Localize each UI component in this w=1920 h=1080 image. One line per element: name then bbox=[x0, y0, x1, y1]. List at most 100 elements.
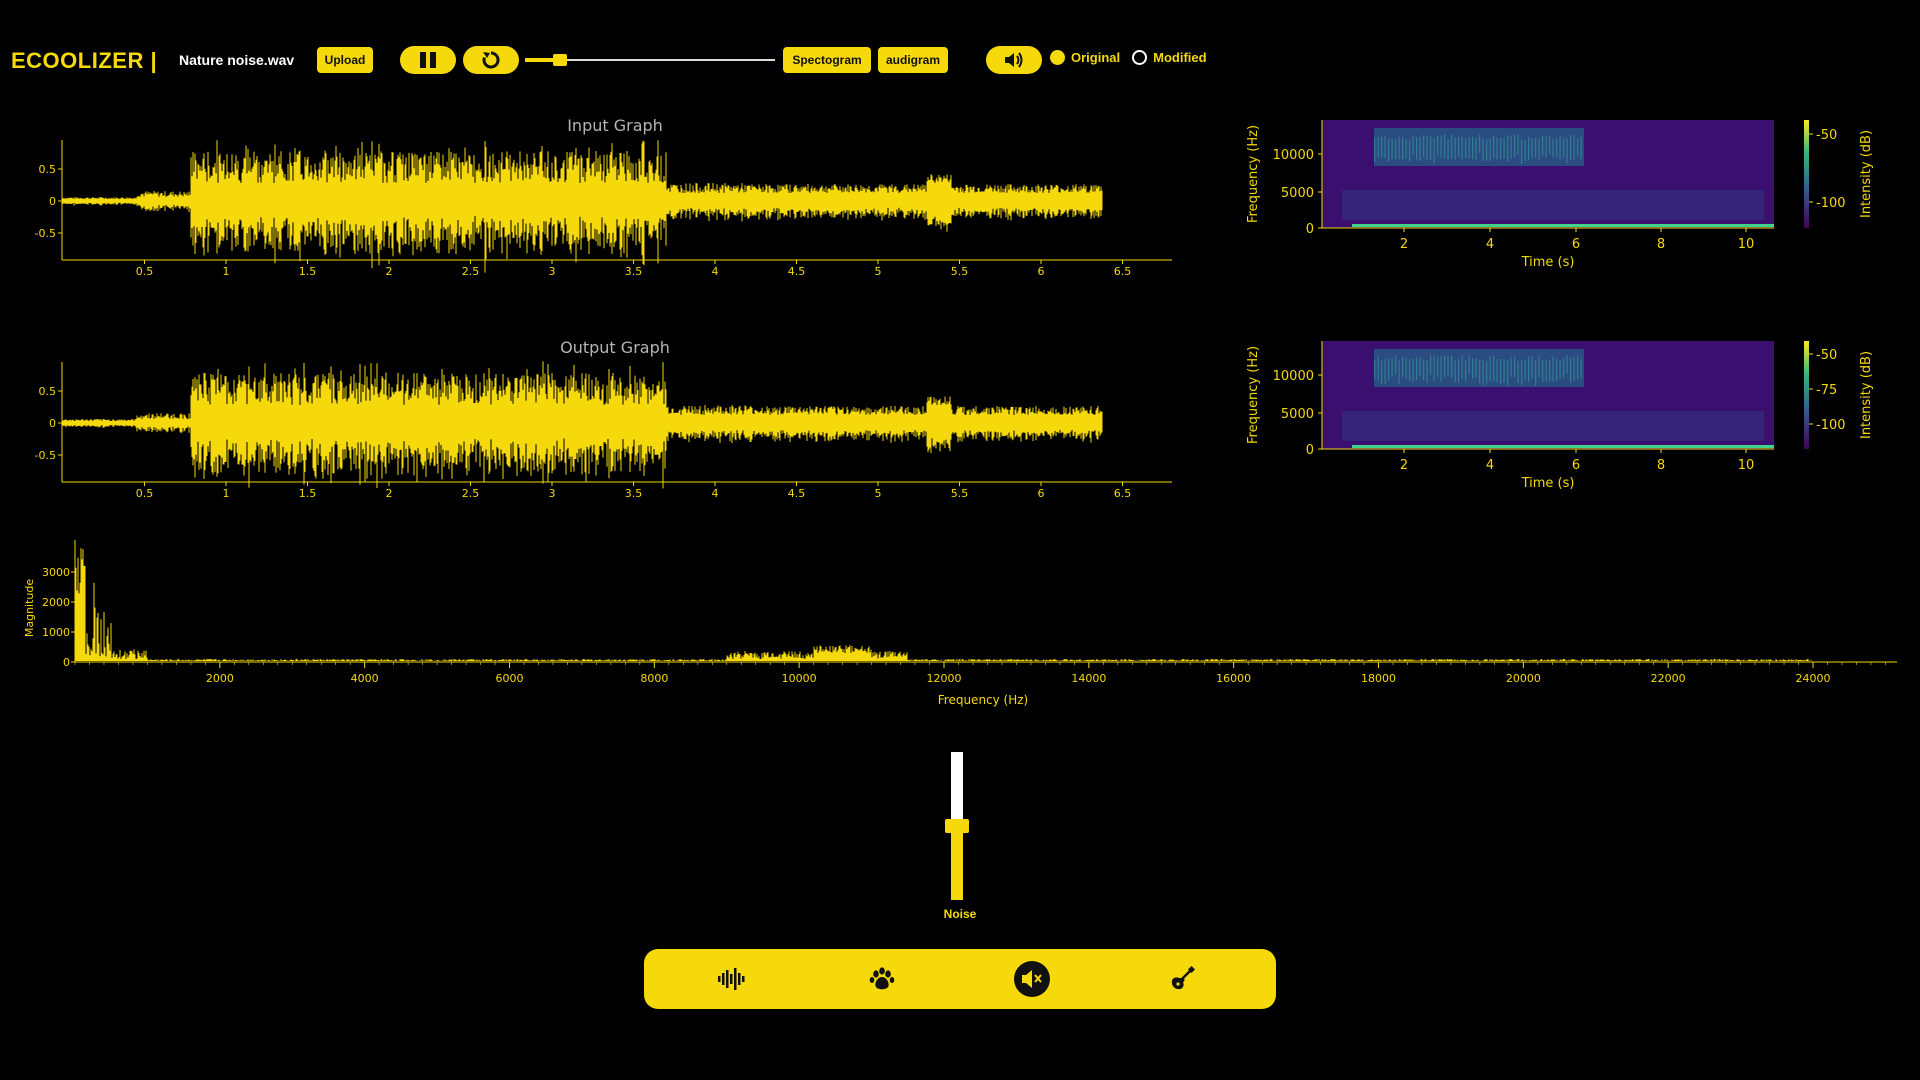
spectrogram-input[interactable]: 10000 5000 0 2 4 6 8 10 Time (s) Frequency (Hz) -5… bbox=[1240, 112, 1880, 282]
freq-y-label: Magnitude bbox=[23, 579, 36, 638]
spec-y-label: Frequency (Hz) bbox=[1246, 125, 1261, 223]
x-tick-label: 4.5 bbox=[788, 487, 806, 500]
freq-x-tick-label: 22000 bbox=[1651, 672, 1686, 685]
colorbar-label: Intensity (dB) bbox=[1859, 130, 1874, 218]
x-tick-label: 5 bbox=[875, 265, 882, 278]
output-waveform bbox=[62, 361, 1103, 489]
x-tick-label: 6 bbox=[1038, 487, 1045, 500]
spec-x-tick-label: 2 bbox=[1400, 237, 1408, 252]
freq-y-tick-label: 2000 bbox=[42, 596, 70, 609]
x-tick-label: 2.5 bbox=[462, 487, 480, 500]
freq-x-tick-label: 2000 bbox=[206, 672, 234, 685]
playback-thumb[interactable] bbox=[553, 54, 567, 66]
freq-x-tick-label: 14000 bbox=[1071, 672, 1106, 685]
spectrogram-button[interactable]: Spectogram bbox=[783, 47, 871, 73]
spec-x-label: Time (s) bbox=[1521, 476, 1575, 491]
freq-x-tick-label: 4000 bbox=[351, 672, 379, 685]
mode-animals-button[interactable] bbox=[864, 961, 900, 997]
signal-choice: Original Modified bbox=[1050, 50, 1207, 65]
colorbar-tick-label: -100 bbox=[1816, 196, 1846, 211]
original-radio[interactable] bbox=[1050, 50, 1065, 65]
modified-radio[interactable] bbox=[1132, 50, 1148, 65]
x-tick-label: 4.5 bbox=[788, 265, 806, 278]
guitar-icon bbox=[1171, 966, 1195, 990]
audiogram-button[interactable]: audigram bbox=[878, 47, 948, 73]
colorbar-label: Intensity (dB) bbox=[1859, 351, 1874, 439]
pause-button[interactable] bbox=[400, 46, 456, 74]
x-tick-label: 1 bbox=[223, 487, 230, 500]
spec-x-tick-label: 8 bbox=[1657, 458, 1665, 473]
freq-x-tick-label: 6000 bbox=[496, 672, 524, 685]
input-waveform bbox=[62, 140, 1103, 273]
spec-x-label: Time (s) bbox=[1521, 255, 1575, 270]
mode-voice-button[interactable] bbox=[714, 961, 750, 997]
spec-x-tick-label: 8 bbox=[1657, 237, 1665, 252]
replay-icon bbox=[482, 51, 500, 69]
x-tick-label: 0.5 bbox=[136, 487, 154, 500]
freq-x-tick-label: 24000 bbox=[1796, 672, 1831, 685]
upload-button[interactable]: Upload bbox=[317, 47, 373, 73]
x-tick-label: 2.5 bbox=[462, 265, 480, 278]
paw-icon bbox=[869, 967, 895, 990]
spec-y-tick-label: 5000 bbox=[1281, 186, 1314, 201]
freq-x-tick-label: 18000 bbox=[1361, 672, 1396, 685]
x-tick-label: 1.5 bbox=[299, 487, 317, 500]
noise-slider[interactable] bbox=[945, 752, 969, 900]
freq-x-tick-label: 20000 bbox=[1506, 672, 1541, 685]
freq-y-tick-label: 0 bbox=[63, 656, 70, 669]
x-tick-label: 4 bbox=[712, 487, 719, 500]
freq-y-tick-label: 3000 bbox=[42, 566, 70, 579]
volume-button[interactable] bbox=[986, 46, 1042, 74]
x-tick-label: 3 bbox=[549, 265, 556, 278]
original-label: Original bbox=[1071, 50, 1121, 65]
playback-progress bbox=[525, 58, 560, 62]
x-tick-label: 5.5 bbox=[951, 487, 969, 500]
playback-slider[interactable] bbox=[525, 54, 775, 66]
replay-button[interactable] bbox=[463, 46, 519, 74]
mode-noise-button[interactable] bbox=[1014, 961, 1050, 997]
x-tick-label: 0.5 bbox=[136, 265, 154, 278]
spec-x-tick-label: 4 bbox=[1486, 458, 1494, 473]
colorbar-tick-label: -50 bbox=[1816, 348, 1837, 363]
modified-label: Modified bbox=[1153, 50, 1207, 65]
x-tick-label: 4 bbox=[712, 265, 719, 278]
freq-y-tick-label: 1000 bbox=[42, 626, 70, 639]
x-tick-label: 2 bbox=[386, 265, 393, 278]
waveform-icon bbox=[718, 968, 745, 990]
freq-x-label: Frequency (Hz) bbox=[938, 693, 1029, 707]
mode-music-button[interactable] bbox=[1164, 961, 1200, 997]
x-tick-label: 6.5 bbox=[1114, 265, 1132, 278]
x-tick-label: 6 bbox=[1038, 265, 1045, 278]
spec-y-label: Frequency (Hz) bbox=[1246, 346, 1261, 444]
y-tick-label: 0.5 bbox=[39, 385, 57, 398]
waveform-trace bbox=[62, 361, 1103, 489]
noise-slider-fill bbox=[951, 826, 963, 900]
spec-y-tick-label: 10000 bbox=[1273, 369, 1314, 384]
input-graph-title: Input Graph bbox=[567, 116, 663, 135]
x-tick-label: 1.5 bbox=[299, 265, 317, 278]
x-tick-label: 1 bbox=[223, 265, 230, 278]
output-graph[interactable]: Output Graph 0.5 1 1.5 2 2.5 3 3.5 4 4.5 5 5.5 6 6.5… bbox=[0, 330, 1190, 510]
spec-y-tick-label: 0 bbox=[1306, 443, 1314, 458]
app-logo: ECOOLIZER | bbox=[11, 48, 158, 73]
freq-x-tick-label: 10000 bbox=[782, 672, 817, 685]
y-tick-label: 0 bbox=[49, 417, 56, 430]
freq-x-tick-label: 12000 bbox=[927, 672, 962, 685]
x-tick-label: 2 bbox=[386, 487, 393, 500]
x-tick-label: 3.5 bbox=[625, 487, 643, 500]
mute-icon bbox=[1022, 970, 1042, 988]
spectrogram-output[interactable]: 10000 5000 0 2 4 6 8 10 Time (s) Frequency (Hz) -5… bbox=[1240, 333, 1880, 503]
colorbar bbox=[1804, 341, 1809, 449]
noise-slider-thumb[interactable] bbox=[945, 819, 969, 833]
spec-x-tick-label: 10 bbox=[1738, 237, 1755, 252]
colorbar bbox=[1804, 120, 1809, 228]
waveform-trace bbox=[62, 140, 1103, 273]
colorbar-tick-label: -100 bbox=[1816, 418, 1846, 433]
frequency-plot[interactable]: 2000 4000 6000 8000 10000 12000 14000 16000 1800… bbox=[0, 536, 1910, 716]
y-tick-label: -0.5 bbox=[35, 449, 56, 462]
input-graph[interactable]: Input Graph 0.5 1 1.5 2 2.5 3 3.5 4 4.5 5 5.5 6 6.5 … bbox=[0, 108, 1190, 288]
speaker-icon bbox=[1005, 52, 1023, 68]
freq-x-tick-label: 8000 bbox=[640, 672, 668, 685]
spec-y-tick-label: 0 bbox=[1306, 222, 1314, 237]
spectrum-trace bbox=[74, 548, 1813, 661]
